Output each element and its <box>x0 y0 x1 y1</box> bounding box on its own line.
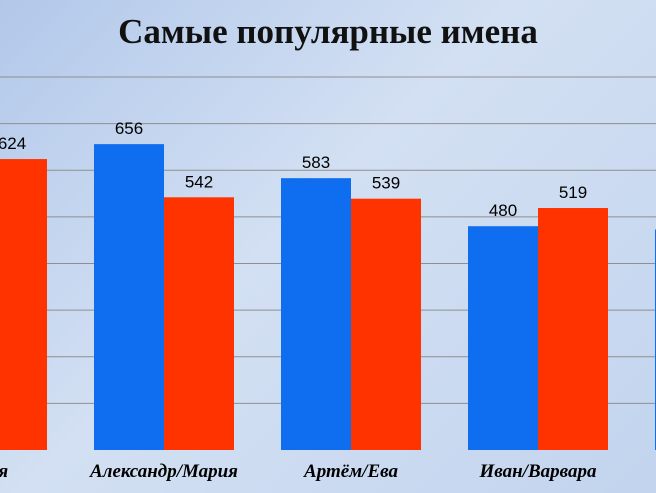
bar-series-2-2 <box>351 198 421 450</box>
data-label: 583 <box>302 153 330 172</box>
bars <box>0 144 656 450</box>
data-label: 624 <box>0 134 26 153</box>
bar-series-2-0 <box>0 159 47 450</box>
category-label: …офия <box>0 461 8 482</box>
category-label: Артём/Ева <box>303 461 398 482</box>
chart-title: Самые популярные имена <box>118 12 538 51</box>
data-label: 480 <box>489 201 517 220</box>
value-labels: 624 656 542 583 539 480 519 <box>0 119 587 220</box>
bar-series-2-1 <box>164 197 234 450</box>
bar-series-2-3 <box>538 208 608 450</box>
data-label: 656 <box>115 119 143 138</box>
bar-series-1-3 <box>468 226 538 450</box>
bar-series-1-1 <box>94 144 164 450</box>
category-label: Александр/Мария <box>89 461 238 482</box>
data-label: 519 <box>559 183 587 202</box>
category-label: Иван/Варвара <box>479 461 597 482</box>
data-label: 539 <box>372 174 400 193</box>
data-label: 542 <box>185 172 213 191</box>
category-labels: …офия Александр/Мария Артём/Ева Иван/Варвар… <box>0 461 597 482</box>
bar-series-1-2 <box>281 178 351 450</box>
